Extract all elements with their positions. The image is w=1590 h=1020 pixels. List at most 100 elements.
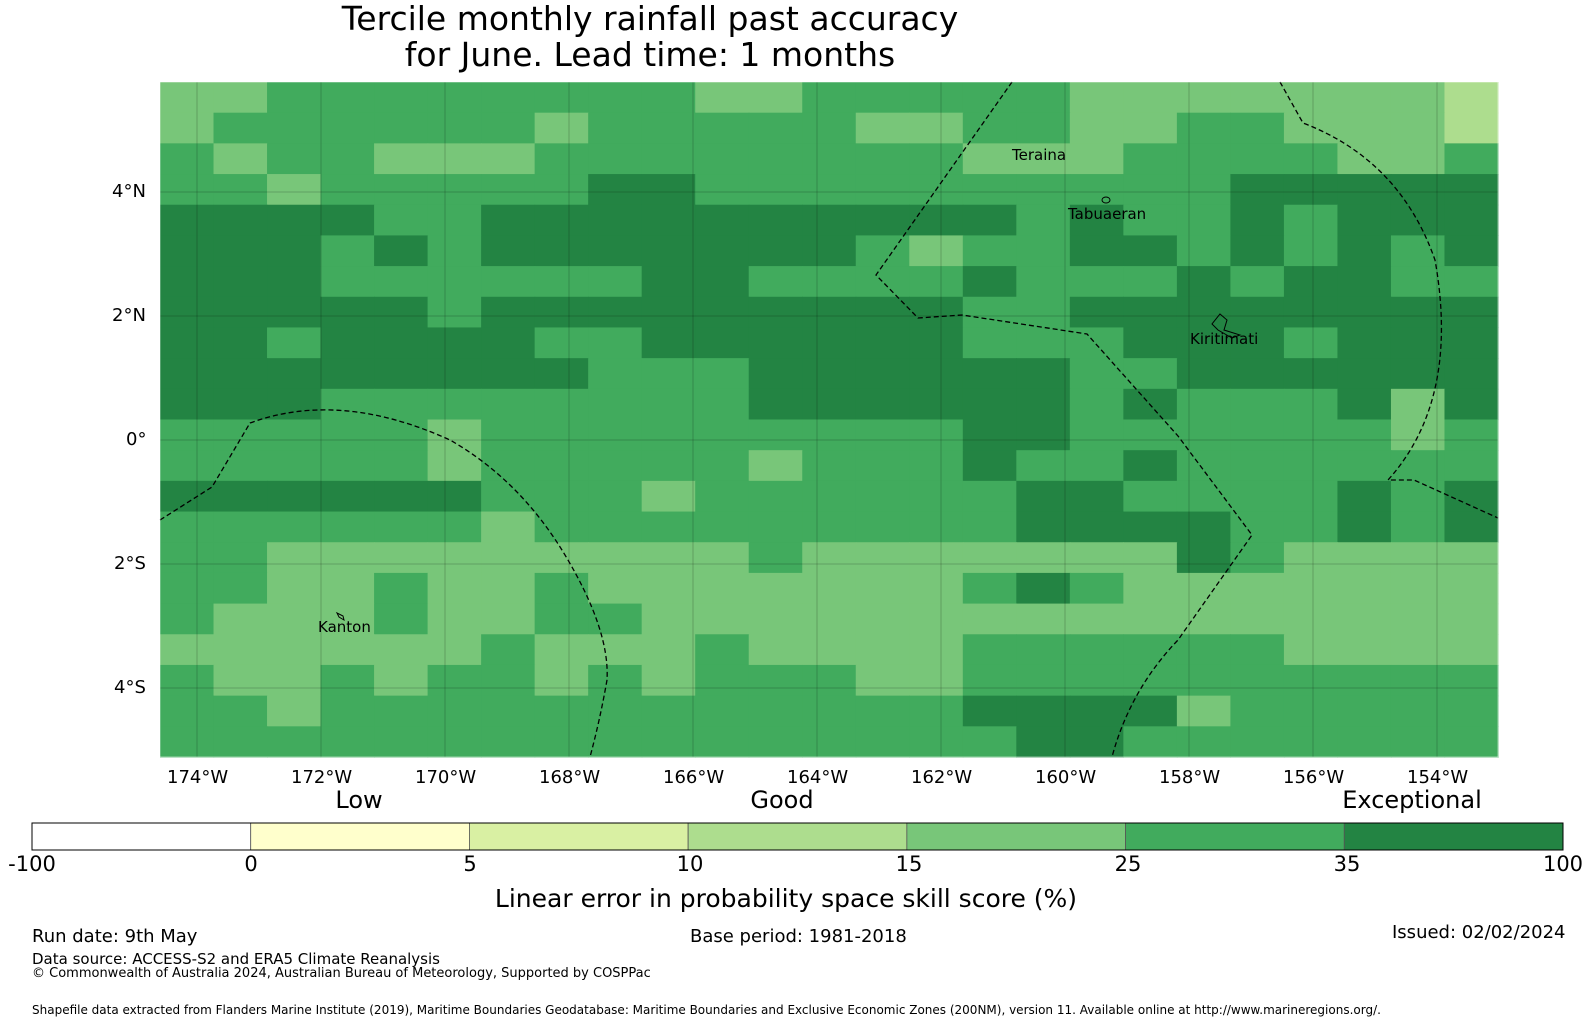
skill-cell [1016, 204, 1071, 237]
skill-cell [267, 634, 322, 666]
skill-cell [641, 664, 696, 697]
skill-cell [748, 480, 803, 513]
skill-cell [1337, 327, 1392, 359]
colorbar-segment [1125, 822, 1345, 851]
skill-cell [320, 358, 375, 390]
skill-cell [909, 388, 964, 421]
skill-cell [909, 82, 964, 114]
skill-cell [374, 480, 429, 513]
skill-cell [374, 572, 429, 605]
skill-cell [802, 112, 857, 144]
skill-cell [1337, 634, 1392, 666]
skill-cell [534, 603, 589, 635]
skill-cell [695, 542, 750, 574]
skill-cell [1283, 695, 1339, 727]
colorbar-category-good: Good [750, 786, 814, 814]
skill-cell [802, 450, 857, 482]
skill-cell [641, 296, 696, 329]
skill-cell [962, 358, 1017, 390]
skill-cell [1444, 419, 1499, 451]
skill-cell [1016, 542, 1071, 574]
skill-cell [374, 266, 429, 298]
skill-cell [641, 143, 696, 175]
skill-cell [320, 235, 375, 267]
skill-cell [160, 419, 215, 451]
skill-cell [641, 542, 696, 574]
skill-cell [748, 174, 803, 206]
skill-cell [1123, 664, 1178, 697]
skill-cell [588, 327, 643, 359]
skill-cell [855, 634, 910, 666]
skill-cell [1016, 572, 1071, 605]
skill-cell [962, 112, 1017, 144]
skill-cell [1337, 480, 1392, 513]
lon-label-166w: 166°W [663, 767, 725, 788]
skill-cell [374, 542, 429, 574]
kiritimati-outline [1211, 313, 1242, 339]
skill-cell [427, 603, 482, 635]
skill-cell [695, 450, 750, 482]
skill-cell [748, 634, 803, 666]
skill-cell [748, 112, 803, 144]
skill-cell [1230, 572, 1285, 605]
skill-cell [213, 726, 268, 758]
skill-cell [641, 358, 696, 390]
skill-cell [855, 112, 910, 144]
skill-cell [267, 174, 322, 206]
skill-cell [962, 450, 1017, 482]
skill-cell [374, 726, 429, 758]
skill-cell [267, 327, 322, 359]
colorbar-tick: 35 [1333, 852, 1361, 876]
skill-cell [748, 388, 803, 421]
skill-cell [1016, 327, 1071, 359]
skill-cell [1016, 296, 1071, 329]
skill-cell [374, 235, 429, 267]
skill-cell [1230, 726, 1285, 758]
skill-cell [213, 266, 268, 298]
skill-cell [1390, 82, 1446, 114]
skill-cell [1230, 542, 1285, 574]
skill-cell [213, 388, 268, 421]
skill-cell [802, 603, 857, 635]
skill-cell [855, 204, 910, 237]
skill-cell [267, 358, 322, 390]
skill-cell [1176, 511, 1231, 543]
skill-cell [213, 143, 268, 175]
skill-cell [1444, 695, 1499, 727]
skill-cell [855, 664, 910, 697]
skill-cell [1390, 388, 1446, 421]
skill-cell [748, 511, 803, 543]
skill-cell [481, 327, 536, 359]
skill-cell [695, 235, 750, 267]
skill-cell [1123, 695, 1178, 727]
skill-cell [1337, 358, 1392, 390]
skill-cell [1069, 143, 1124, 175]
skill-cell [641, 695, 696, 727]
skill-cell [962, 82, 1017, 114]
skill-cell [160, 174, 215, 206]
skill-cell [1230, 450, 1285, 482]
skill-cell [213, 634, 268, 666]
skill-cell [427, 143, 482, 175]
skill-cell [588, 603, 643, 635]
skill-cell [1283, 388, 1339, 421]
skill-cell [1444, 82, 1499, 114]
skill-cell [695, 695, 750, 727]
tabuaeran-outline [1101, 196, 1111, 204]
skill-cell [1444, 480, 1499, 513]
skill-cell [213, 235, 268, 267]
skill-cell [855, 480, 910, 513]
skill-cell [1230, 204, 1285, 237]
skill-cell [909, 511, 964, 543]
lat-label-4s: 4°S [114, 677, 146, 698]
skill-cell [534, 358, 589, 390]
skill-cell [802, 266, 857, 298]
skill-cell [320, 695, 375, 727]
skill-cell [1337, 235, 1392, 267]
map-title-line-2: for June. Lead time: 1 months [404, 35, 896, 74]
skill-cell [1230, 358, 1285, 390]
skill-cell [481, 695, 536, 727]
skill-cell [909, 572, 964, 605]
skill-cell [802, 695, 857, 727]
skill-cell [534, 664, 589, 697]
